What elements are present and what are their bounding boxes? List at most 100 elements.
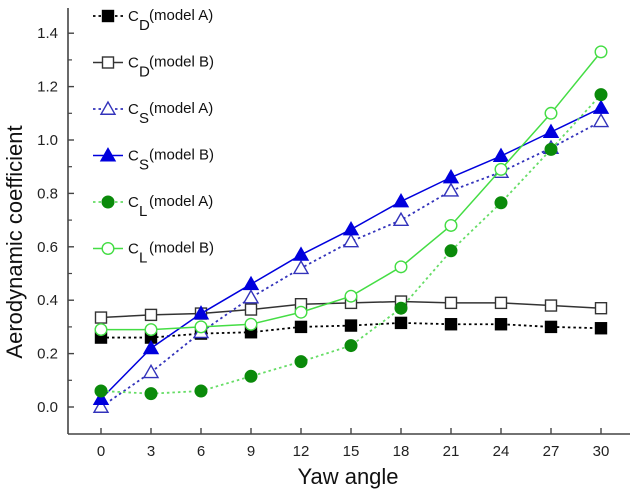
legend-label-subscript: D xyxy=(139,17,150,34)
data-point xyxy=(294,305,308,319)
legend-marker xyxy=(99,147,117,162)
x-tick-label: 30 xyxy=(593,443,610,460)
series-line xyxy=(101,321,602,339)
legend-label-suffix: (model B) xyxy=(149,240,214,257)
data-point xyxy=(442,168,460,184)
legend-label-base: C xyxy=(128,101,139,118)
data-point xyxy=(142,363,160,379)
y-tick-label: 0.8 xyxy=(37,185,58,202)
legend-item: CS(model A) xyxy=(93,100,213,127)
series-l-model-a xyxy=(94,88,608,401)
legend-label-base: C xyxy=(128,55,139,72)
y-tick-label: 0.6 xyxy=(37,239,58,256)
legend-label-subscript: S xyxy=(139,110,149,127)
x-tick-label: 3 xyxy=(147,443,155,460)
y-axis-title: Aerodynamic coefficient xyxy=(2,125,27,358)
data-point xyxy=(494,296,508,310)
series-s-model-b xyxy=(92,99,610,405)
data-point xyxy=(544,106,558,120)
y-tick-label: 1.4 xyxy=(37,25,58,42)
legend-label-suffix: (model B) xyxy=(149,147,214,164)
data-point xyxy=(394,260,408,274)
legend-label-base: C xyxy=(128,8,139,25)
data-point xyxy=(394,301,408,315)
series-d-model-b xyxy=(94,295,608,324)
legend-item: CD(model B) xyxy=(93,54,214,81)
data-point xyxy=(292,259,310,275)
y-tick-label: 0.4 xyxy=(37,292,58,309)
data-point xyxy=(342,233,360,248)
series-line xyxy=(100,94,602,395)
series-l-model-b xyxy=(94,45,608,337)
data-point xyxy=(192,305,210,320)
data-point xyxy=(592,99,610,114)
legend-marker xyxy=(101,241,115,255)
x-tick-label: 27 xyxy=(543,443,560,460)
legend-label-base: C xyxy=(128,194,139,211)
x-tick-label: 12 xyxy=(293,443,310,460)
x-tick-label: 24 xyxy=(493,443,510,460)
data-point xyxy=(344,319,358,332)
y-ticks: 0.0 0.2 0.4 0.6 0.8 1.0 1.2 1.4 xyxy=(37,25,74,416)
data-point xyxy=(544,142,558,156)
data-point xyxy=(294,320,308,334)
data-point xyxy=(392,192,410,208)
data-point xyxy=(344,289,358,303)
series-layer xyxy=(92,45,610,413)
data-point xyxy=(594,302,608,315)
data-point xyxy=(292,246,310,261)
y-tick-label: 1.0 xyxy=(37,132,58,149)
data-point xyxy=(194,384,208,398)
data-point xyxy=(492,147,510,162)
data-point xyxy=(392,211,410,227)
data-point xyxy=(494,318,508,331)
data-point xyxy=(444,218,458,232)
series-line xyxy=(101,51,602,331)
legend-label-suffix: (model A) xyxy=(149,100,213,117)
legend-label-suffix: (model B) xyxy=(149,54,214,71)
data-point xyxy=(94,311,108,324)
legend-marker xyxy=(101,195,115,209)
legend-marker xyxy=(99,100,117,115)
y-tick-label: 1.2 xyxy=(37,79,58,96)
data-point xyxy=(144,308,158,322)
legend-label-subscript: L xyxy=(139,203,147,220)
data-point xyxy=(242,289,260,304)
legend-item: CD(model A) xyxy=(93,7,213,34)
data-point xyxy=(442,182,460,197)
data-point xyxy=(244,303,258,316)
x-axis-title: Yaw angle xyxy=(297,464,398,489)
data-point xyxy=(594,88,608,102)
data-point xyxy=(592,112,610,128)
y-tick-label: 0.0 xyxy=(37,399,58,416)
data-point xyxy=(92,390,110,405)
data-point xyxy=(344,339,358,353)
x-tick-label: 18 xyxy=(393,443,410,460)
legend-label-base: C xyxy=(128,148,139,165)
data-point xyxy=(144,323,158,337)
data-point xyxy=(494,162,508,176)
y-tick-label: 0.2 xyxy=(37,346,58,363)
data-point xyxy=(242,275,260,291)
data-point xyxy=(342,221,360,236)
axes xyxy=(67,8,630,435)
legend-marker xyxy=(101,56,115,69)
data-point xyxy=(444,296,458,310)
data-point xyxy=(142,339,160,355)
data-point xyxy=(394,316,408,330)
legend-label-subscript: D xyxy=(139,64,150,81)
data-point xyxy=(94,323,108,337)
data-point xyxy=(444,244,458,258)
x-ticks: 0 3 6 9 12 15 18 21 24 27 30 xyxy=(97,428,610,460)
data-point xyxy=(194,320,208,334)
legend-label-base: C xyxy=(128,241,139,258)
legend-marker xyxy=(101,9,115,23)
data-point xyxy=(144,387,158,401)
legend-item: CL(model B) xyxy=(93,240,214,267)
data-point xyxy=(544,320,558,334)
data-point xyxy=(92,398,110,413)
x-tick-label: 9 xyxy=(247,443,255,460)
legend-item: CL(model A) xyxy=(93,193,213,220)
data-point xyxy=(594,45,608,59)
